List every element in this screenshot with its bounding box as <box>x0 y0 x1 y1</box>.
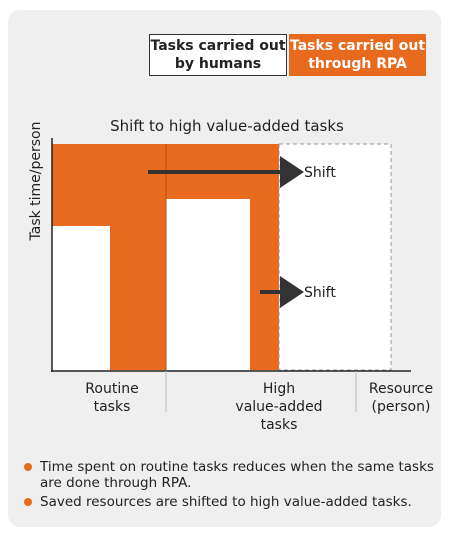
note-item: Time spent on routine tasks reduces when… <box>22 459 437 491</box>
bullet-dot-icon <box>24 498 32 506</box>
high-value-label-line3: tasks <box>261 417 298 433</box>
high-value-label-line1: High <box>263 381 295 397</box>
routine-label-line2: tasks <box>94 399 131 415</box>
note-text: Time spent on routine tasks reduces when… <box>40 459 434 491</box>
bullet-dot-icon <box>24 463 32 471</box>
legend-humans: Tasks carried out by humans <box>149 34 287 76</box>
notes-list: Time spent on routine tasks reduces when… <box>22 459 437 513</box>
high-value-human-bar <box>166 199 250 370</box>
x-axis-label-line2: (person) <box>372 399 431 415</box>
x-axis-label-line1: Resource <box>369 381 433 397</box>
legend-rpa: Tasks carried out through RPA <box>289 34 426 76</box>
routine-label-line1: Routine <box>85 381 138 397</box>
routine-human-bar <box>52 226 110 370</box>
diagram-title: Shift to high value-added tasks <box>110 117 344 135</box>
note-text: Saved resources are shifted to high valu… <box>40 494 412 510</box>
note-item: Saved resources are shifted to high valu… <box>22 494 437 510</box>
high-value-label-line2: value-added <box>235 399 322 415</box>
y-axis-label: Task time/person <box>28 122 44 242</box>
shift-label-top: Shift <box>304 165 336 181</box>
shift-label-bottom: Shift <box>304 285 336 301</box>
